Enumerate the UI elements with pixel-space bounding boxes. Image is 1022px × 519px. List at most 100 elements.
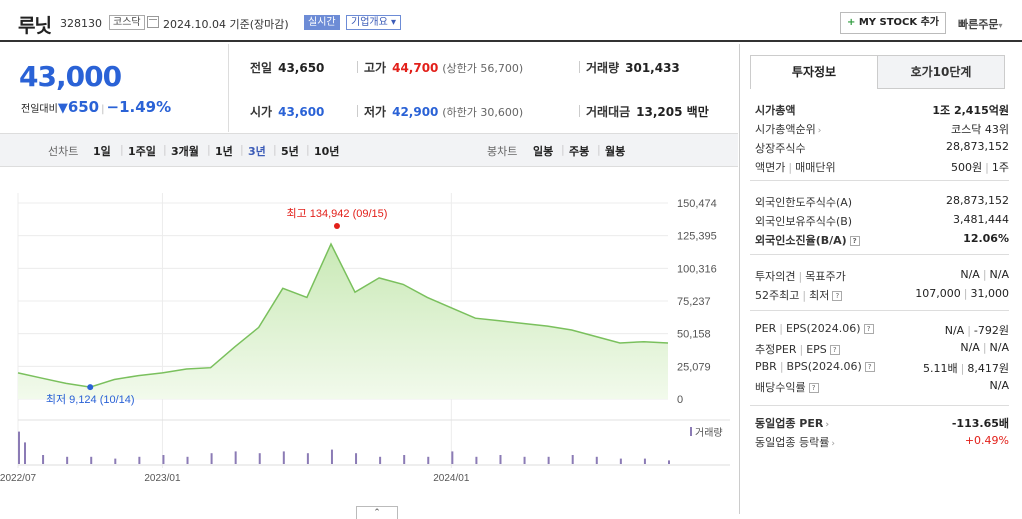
- info-label: 상장주식수: [755, 142, 806, 155]
- info-value: 28,873,152: [946, 194, 1009, 207]
- tab-invest-info[interactable]: 투자정보: [750, 55, 878, 89]
- current-price-box: 43,000 전일대비▼650 | −1.49%: [0, 44, 229, 132]
- price-chart[interactable]: 150,474 125,395 100,316 75,237 50,158 25,079 0…: [0, 168, 738, 488]
- info-value: 12.06%: [963, 232, 1009, 245]
- add-mystock-button[interactable]: + MY STOCK 추가: [840, 12, 946, 34]
- help-icon[interactable]: ?: [829, 345, 840, 355]
- collapse-toggle-button[interactable]: ⌃: [356, 506, 398, 519]
- volume-bar: [427, 456, 430, 464]
- info-row: 배당수익률? N/A: [755, 377, 1009, 396]
- y-tick-label: 150,474: [677, 198, 717, 210]
- volume-bar: [90, 456, 93, 464]
- period-1y[interactable]: 1년: [215, 145, 233, 158]
- volume-legend-swatch: [690, 427, 692, 436]
- tab-orderbook[interactable]: 호가10단계: [877, 55, 1005, 89]
- change-label: 전일대비: [21, 104, 58, 115]
- volume-bar: [379, 456, 382, 464]
- candle-monthly[interactable]: 월봉: [605, 145, 626, 158]
- chevron-right-icon[interactable]: ›: [817, 126, 822, 136]
- period-10y[interactable]: 10년: [314, 145, 340, 158]
- y-tick-label: 50,158: [677, 329, 711, 341]
- industry-section: 동일업종 PER › -113.65배 동일업종 등락률 › +0.49%: [755, 413, 1009, 451]
- info-label: 외국인한도주식수(A): [755, 196, 853, 209]
- period-1d[interactable]: 1일: [93, 145, 111, 158]
- volume-bar: [451, 451, 454, 464]
- price-chart-svg[interactable]: 150,474 125,395 100,316 75,237 50,158 25,079 0…: [0, 168, 738, 488]
- candle-chart-label: 봉차트: [487, 145, 518, 158]
- x-tick-label: 2023/01: [144, 473, 181, 484]
- price-stats: 전일 43,650 고가 44,700 (상한가 56,700) 거래량 301,43…: [230, 44, 738, 132]
- info-value: N/A: [989, 341, 1009, 354]
- volume-bar: [475, 456, 478, 464]
- chevron-right-icon[interactable]: ›: [831, 439, 835, 449]
- volume-bar: [114, 458, 117, 464]
- volume-bar: [234, 451, 237, 464]
- price-change: 전일대비▼650 | −1.49%: [21, 98, 172, 116]
- realtime-badge[interactable]: 실시간: [304, 15, 340, 30]
- period-5y[interactable]: 5년: [281, 145, 299, 158]
- period-3y[interactable]: 3년: [248, 145, 266, 158]
- volume-bar: [42, 455, 45, 464]
- volume-bar: [643, 458, 646, 464]
- info-label: 최저: [809, 289, 830, 302]
- volume-bar: [306, 453, 309, 464]
- corp-info-label: 기업개요: [351, 17, 388, 28]
- info-row: 시가총액순위 › 코스닥 43위: [755, 119, 1009, 138]
- info-row: 투자의견 | 목표주가 N/A | N/A: [755, 268, 1009, 283]
- info-value: N/A: [960, 268, 980, 281]
- info-value: 107,000: [915, 287, 961, 300]
- y-tick-label: 100,316: [677, 263, 717, 275]
- chevron-right-icon[interactable]: ›: [825, 420, 830, 430]
- current-price: 43,000: [19, 60, 122, 93]
- info-label: EPS(2024.06): [785, 322, 861, 335]
- info-row: 52주최고 | 최저? 107,000 | 31,000: [755, 287, 1010, 302]
- corp-info-dropdown[interactable]: 기업개요 ▾: [346, 15, 402, 30]
- help-icon[interactable]: ?: [864, 362, 875, 372]
- info-label: 매매단위: [795, 161, 836, 174]
- info-value: 코스닥 43위: [951, 123, 1009, 136]
- help-icon[interactable]: ?: [849, 236, 860, 246]
- help-icon[interactable]: ?: [808, 383, 819, 393]
- info-row: 동일업종 PER › -113.65배: [755, 413, 1009, 432]
- info-label: 외국인보유주식수(B): [755, 215, 853, 228]
- period-1w[interactable]: 1주일: [128, 145, 156, 158]
- stock-header: 루닛 328130 코스닥 2024.10.04 기준(장마감) 실시간 기업개…: [0, 0, 1022, 42]
- info-label: 액면가: [755, 161, 786, 174]
- info-value: 1주: [991, 161, 1009, 174]
- price-date: 2024.10.04 기준(장마감): [163, 18, 289, 31]
- period-3m[interactable]: 3개월: [171, 145, 199, 158]
- chevron-up-icon: ⌃: [373, 508, 381, 518]
- stat-prev-close: 전일 43,650: [250, 61, 325, 75]
- x-tick-label: 2022/07: [0, 473, 37, 484]
- info-label: PBR: [755, 360, 777, 373]
- volume-bar: [619, 458, 622, 464]
- line-chart-label: 선차트: [48, 145, 79, 158]
- volume-bar: [210, 453, 213, 464]
- max-price-label: 최고 134,942 (09/15): [286, 207, 387, 220]
- stock-name: 루닛: [18, 15, 52, 37]
- change-percent: −1.49%: [106, 98, 172, 116]
- info-value: N/A: [960, 341, 980, 354]
- info-value: 5.11배: [923, 362, 958, 375]
- volume-bar: [499, 455, 502, 464]
- chevron-down-icon: ▾: [998, 21, 1003, 30]
- price-area: [18, 244, 668, 399]
- opinion-section: 투자의견 | 목표주가 N/A | N/A 52주최고 | 최저? 107,000 | 31,000: [755, 266, 1009, 304]
- candle-daily[interactable]: 일봉: [533, 145, 554, 158]
- info-label: 52주최고: [755, 289, 800, 302]
- info-value: N/A: [989, 268, 1009, 281]
- info-value: 500원: [951, 161, 983, 174]
- stat-low: 저가 42,900 (하한가 30,600): [364, 105, 524, 119]
- help-icon[interactable]: ?: [863, 324, 874, 334]
- volume-bar: [66, 456, 69, 464]
- info-tabs: 투자정보 호가10단계: [750, 55, 1006, 89]
- quick-order-label: 빠른주문: [958, 18, 999, 31]
- info-row: 외국인한도주식수(A) 28,873,152: [755, 192, 1009, 211]
- chevron-down-icon: ▾: [391, 17, 397, 28]
- help-icon[interactable]: ?: [832, 291, 843, 301]
- volume-bar: [162, 455, 165, 464]
- info-value: 31,000: [970, 287, 1010, 300]
- candle-weekly[interactable]: 주봉: [569, 145, 590, 158]
- info-label: 목표주가: [805, 270, 846, 283]
- quick-order-button[interactable]: 빠른주문▾: [958, 16, 1003, 32]
